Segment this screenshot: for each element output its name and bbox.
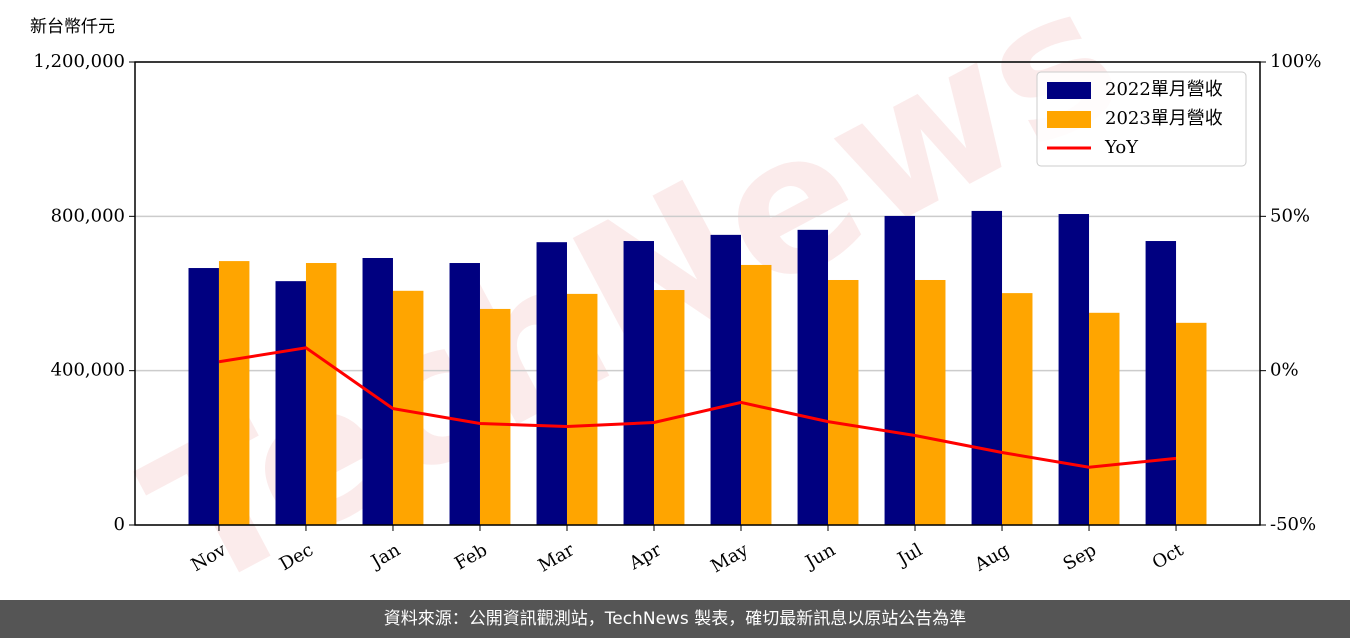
- y-tick-label: 0: [114, 514, 125, 535]
- bar: [1176, 322, 1207, 525]
- y-tick-label: 1,200,000: [33, 51, 125, 72]
- chart: 新台幣仟元 TechNews0400,000800,0001,200,000-5…: [30, 0, 1321, 600]
- bar: [797, 229, 829, 525]
- bar: [536, 242, 567, 525]
- y2-tick-label: 50%: [1270, 205, 1310, 226]
- legend-label: 2023單月營收: [1105, 108, 1223, 129]
- bar: [710, 234, 742, 525]
- x-tick-label: Sep: [1060, 539, 1100, 574]
- y-tick-label: 400,000: [51, 360, 125, 381]
- bar: [479, 308, 511, 525]
- legend-swatch: [1047, 111, 1091, 128]
- bar: [828, 279, 859, 525]
- bar: [915, 279, 946, 525]
- bar: [741, 264, 772, 525]
- bar: [1145, 241, 1177, 525]
- x-tick-label: Oct: [1149, 539, 1188, 574]
- y2-tick-label: 100%: [1270, 51, 1321, 72]
- bar: [653, 290, 685, 525]
- x-tick-label: Apr: [625, 539, 665, 574]
- bar: [1089, 312, 1120, 525]
- line: [218, 346, 1177, 469]
- legend-label: 2022單月營收: [1105, 79, 1223, 100]
- bar: [1002, 293, 1033, 525]
- x-tick-label: Jul: [893, 539, 927, 571]
- bar: [623, 241, 654, 525]
- x-tick-label: Jun: [800, 539, 839, 574]
- y2-tick-label: -50%: [1270, 514, 1316, 535]
- legend-label: YoY: [1104, 137, 1139, 158]
- bar: [275, 281, 306, 525]
- x-tick-label: Mar: [535, 539, 579, 576]
- legend-swatch: [1047, 82, 1091, 99]
- bar: [188, 268, 219, 525]
- x-tick-label: May: [707, 539, 752, 577]
- bar: [566, 293, 598, 525]
- bar: [1058, 214, 1090, 526]
- y-axis-label: 新台幣仟元: [30, 17, 115, 37]
- bar: [218, 261, 250, 525]
- x-tick-label: Feb: [451, 539, 491, 574]
- bar: [449, 263, 480, 525]
- footer: 資料來源：公開資訊觀測站，TechNews 製表，確切最新訊息以原站公告為準: [0, 600, 1350, 638]
- plot-frame: [134, 61, 1261, 526]
- bar: [971, 210, 1003, 525]
- bar: [884, 215, 916, 525]
- bar: [392, 290, 424, 525]
- x-tick-label: Aug: [970, 539, 1013, 576]
- bar: [305, 263, 337, 525]
- y-tick-label: 800,000: [51, 205, 125, 226]
- y2-tick-label: 0%: [1270, 360, 1299, 381]
